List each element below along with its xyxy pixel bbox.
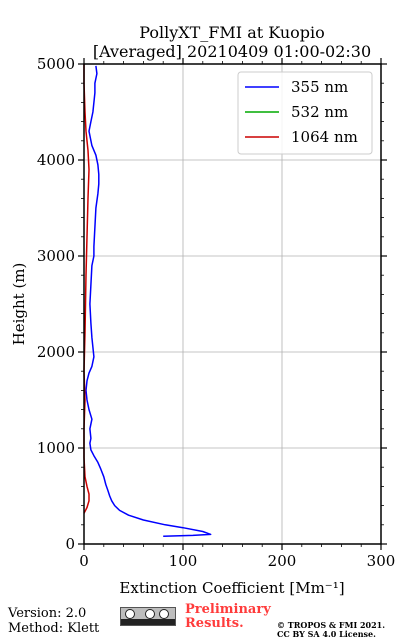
series-line-355-nm [85,65,212,538]
y-tick-label: 0 [65,535,75,553]
x-tick-label: 300 [367,552,396,570]
y-tick-label: 5000 [37,55,75,73]
chart-title: PollyXT_FMI at Kuopio [139,23,325,42]
plot-frame [83,63,382,545]
method-text: Method: Klett [8,621,100,636]
legend-label-355-nm: 355 nm [291,78,348,96]
cc-by-sa-badge-icon [120,607,176,626]
preliminary-line-2: Results. [185,616,244,631]
legend-box [237,71,373,155]
y-tick-label: 4000 [37,151,75,169]
copyright-line-1: © TROPOS & FMI 2021. [277,620,386,630]
legend-label-1064-nm: 1064 nm [291,128,358,146]
y-tick-label: 2000 [37,343,75,361]
chart-subtitle: [Averaged] 20210409 01:00-02:30 [93,42,371,61]
legend: 355 nm 532 nm 1064 nm [237,71,373,155]
y-axis-label: Height (m) [10,263,28,346]
preliminary-line-1: Preliminary [185,602,271,617]
legend-label-532-nm: 532 nm [291,103,348,121]
footer-info: Version: 2.0 Method: Klett [8,606,99,636]
x-tick-label: 0 [79,552,89,570]
x-tick-label: 200 [268,552,297,570]
y-tick-label: 3000 [37,247,75,265]
x-tick-label: 100 [169,552,198,570]
axis-ticks [78,58,387,550]
version-text: Version: 2.0 [8,606,87,621]
x-axis-label: Extinction Coefficient [Mm⁻¹] [119,579,344,597]
preliminary-notice: Preliminary Results. [185,603,271,631]
series-layer [83,64,212,538]
y-tick-label: 1000 [37,439,75,457]
copyright-line-2: CC BY SA 4.0 License. [277,629,376,639]
copyright-notice: © TROPOS & FMI 2021. CC BY SA 4.0 Licens… [277,621,385,639]
